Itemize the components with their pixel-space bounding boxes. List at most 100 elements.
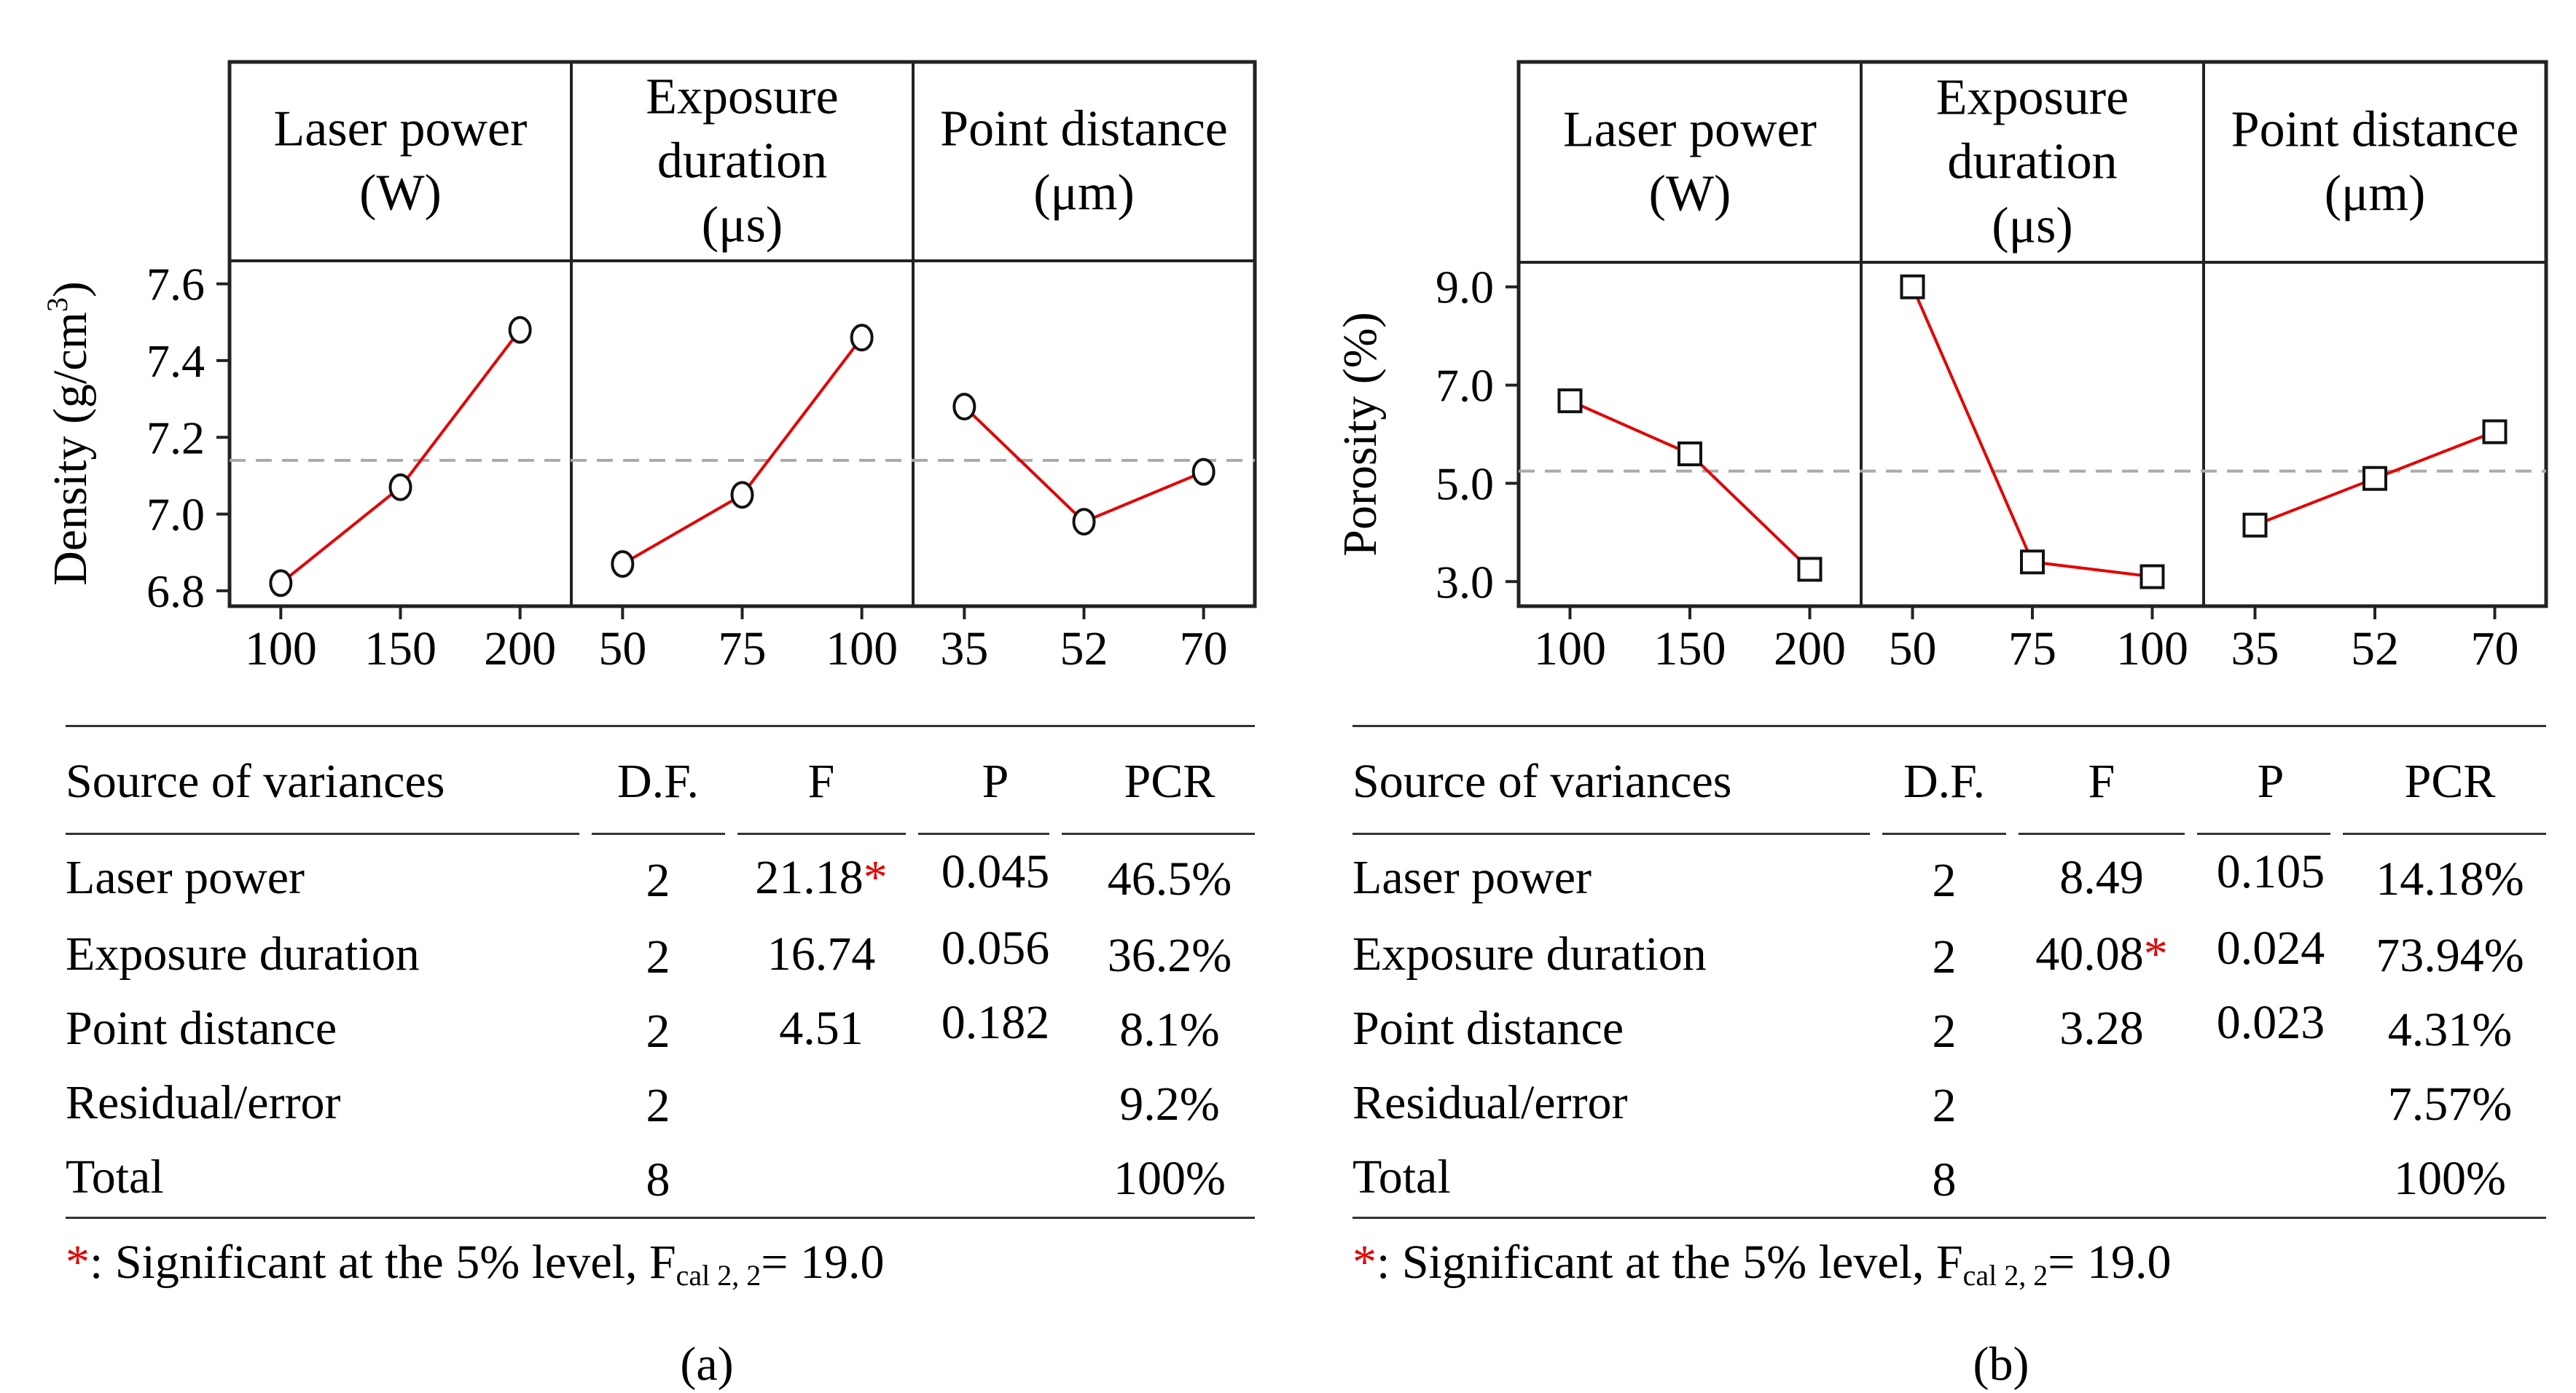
header-underline xyxy=(2019,833,2185,835)
header-underline xyxy=(592,833,725,835)
row-source: Total xyxy=(66,1150,164,1204)
row-source: Laser power xyxy=(1352,851,1592,904)
panel-a: 6.8 7.0 7.2 7.4 7.6 Density (g/cm3) Laser powe… xyxy=(41,60,1257,1391)
column-header: P xyxy=(2257,755,2285,808)
x-tick-label: 35 xyxy=(2231,622,2279,675)
x-tick-label: 200 xyxy=(484,622,556,675)
panel-label: (a) xyxy=(680,1338,734,1391)
data-point xyxy=(952,393,976,421)
data-point xyxy=(1900,274,1925,299)
data-point xyxy=(1072,508,1096,536)
row-df: 2 xyxy=(646,1079,670,1132)
density-main-effects-chart: 6.8 7.0 7.2 7.4 7.6 Density (g/cm3) Laser powe… xyxy=(41,60,1257,675)
row-df: 8 xyxy=(1932,1153,1957,1206)
footnote-subscript: cal 2, 2 xyxy=(676,1259,762,1292)
row-source: Exposure duration xyxy=(1352,927,1707,981)
row-f-value: 4.51 xyxy=(779,1002,864,1055)
facet-header-text: (W) xyxy=(359,165,442,221)
row-df: 2 xyxy=(1932,1079,1957,1132)
table-bottom-rule xyxy=(66,1217,1255,1219)
data-point xyxy=(2020,549,2045,575)
x-tick-label: 75 xyxy=(2008,622,2056,675)
row-source: Point distance xyxy=(66,1002,337,1055)
data-point xyxy=(2482,419,2508,444)
row-p-value: 0.105 xyxy=(2216,845,2325,898)
header-underline xyxy=(918,833,1049,835)
row-p-value: 0.182 xyxy=(941,996,1050,1049)
data-point xyxy=(508,315,532,344)
footnote: *: Significant at the 5% level, Fcal 2, … xyxy=(66,1239,885,1290)
y-tick-label: 7.0 xyxy=(1436,360,1494,412)
data-point xyxy=(388,473,412,501)
header-underline xyxy=(1882,833,2006,835)
x-tick-label: 150 xyxy=(1654,622,1726,675)
facet-header-text: (μs) xyxy=(702,197,783,254)
y-tick-label: 7.0 xyxy=(146,489,205,541)
facet-header-text: duration xyxy=(657,133,827,189)
facet-header-text: Laser power xyxy=(274,101,528,157)
data-point xyxy=(2140,564,2165,589)
y-tick-label: 7.2 xyxy=(146,412,205,463)
footnote-text: : Significant at the 5% level, F xyxy=(1377,1236,1963,1289)
facet-header-text: (W) xyxy=(1649,166,1731,222)
series-line xyxy=(963,405,1205,524)
row-pcr: 46.5% xyxy=(1107,852,1232,906)
column-header: P xyxy=(982,755,1009,808)
header-underline xyxy=(737,833,906,835)
row-source: Exposure duration xyxy=(66,927,420,981)
row-pcr: 14.18% xyxy=(2376,852,2524,906)
x-tick-label: 100 xyxy=(245,622,317,675)
row-df: 2 xyxy=(646,1005,670,1058)
row-source: Residual/error xyxy=(1352,1076,1628,1129)
row-p-value: 0.024 xyxy=(2216,922,2325,975)
series-line xyxy=(1569,399,1811,570)
facet-header-text: Laser power xyxy=(1563,102,1817,158)
data-point xyxy=(1797,557,1823,582)
data-point xyxy=(730,481,754,509)
facet-header-text: duration xyxy=(1947,134,2117,190)
series-line xyxy=(622,337,864,565)
column-header: F xyxy=(2088,755,2115,808)
column-header: Source of variances xyxy=(66,755,445,808)
data-point xyxy=(611,550,635,578)
row-pcr: 4.31% xyxy=(2387,1003,2513,1056)
footnote-star: * xyxy=(66,1236,90,1289)
footnote-star: * xyxy=(1352,1236,1377,1289)
x-tick-label: 52 xyxy=(1060,622,1108,675)
y-axis-label: Porosity (%) xyxy=(1334,312,1387,556)
series-line xyxy=(1911,286,2153,578)
x-tick-label: 100 xyxy=(1534,622,1606,675)
footnote-subscript: cal 2, 2 xyxy=(1962,1259,2048,1292)
header-underline xyxy=(66,833,579,835)
row-df: 2 xyxy=(646,854,670,907)
row-p-value: 0.056 xyxy=(941,922,1050,975)
facet-header-text: Point distance xyxy=(940,101,1228,157)
row-source: Laser power xyxy=(66,851,305,904)
x-tick-label: 100 xyxy=(826,622,898,675)
row-df: 2 xyxy=(1932,1005,1957,1058)
x-tick-label: 50 xyxy=(598,622,646,675)
x-tick-label: 35 xyxy=(940,622,988,675)
x-tick-label: 50 xyxy=(1889,622,1937,675)
x-tick-label: 52 xyxy=(2351,622,2399,675)
data-point xyxy=(1677,441,1702,466)
y-axis-label: Density (g/cm3) xyxy=(41,281,97,586)
header-underline xyxy=(1062,833,1255,835)
data-point xyxy=(1191,458,1215,486)
row-df: 2 xyxy=(1932,930,1957,984)
row-df: 8 xyxy=(646,1153,670,1206)
y-tick-label: 7.6 xyxy=(146,259,205,310)
facet-header-text: (μm) xyxy=(1033,165,1135,221)
row-pcr: 36.2% xyxy=(1107,929,1232,982)
footnote-text: : Significant at the 5% level, F xyxy=(90,1236,676,1289)
data-point xyxy=(850,323,874,352)
x-tick-label: 70 xyxy=(2471,622,2519,675)
facet-header-text: (μs) xyxy=(1992,198,2072,254)
y-tick-label: 3.0 xyxy=(1436,556,1494,608)
row-pcr: 7.57% xyxy=(2387,1078,2513,1131)
significance-star: * xyxy=(2143,927,2168,981)
row-f-value: 40.08* xyxy=(2035,927,2168,981)
row-f-value: 8.49 xyxy=(2059,851,2144,904)
row-f-value: 16.74 xyxy=(767,927,876,981)
row-source: Residual/error xyxy=(66,1076,341,1129)
